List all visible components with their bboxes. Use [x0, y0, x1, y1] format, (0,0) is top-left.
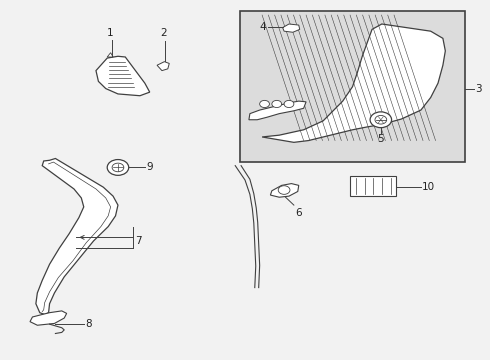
Polygon shape — [283, 24, 300, 32]
Circle shape — [375, 116, 387, 124]
Text: 9: 9 — [147, 162, 153, 172]
Bar — [350, 176, 396, 196]
Text: 10: 10 — [422, 182, 435, 192]
Polygon shape — [157, 62, 169, 71]
Text: 7: 7 — [135, 236, 142, 246]
Polygon shape — [36, 158, 118, 315]
Circle shape — [272, 100, 282, 108]
Circle shape — [260, 100, 270, 108]
Text: 2: 2 — [160, 28, 167, 39]
Polygon shape — [107, 53, 113, 57]
Circle shape — [278, 186, 290, 194]
Circle shape — [112, 163, 124, 172]
Circle shape — [370, 112, 392, 128]
Text: 5: 5 — [377, 134, 384, 144]
Polygon shape — [262, 24, 445, 142]
Text: 8: 8 — [85, 319, 92, 329]
Polygon shape — [270, 184, 299, 197]
Text: 4: 4 — [259, 22, 266, 32]
Polygon shape — [249, 101, 306, 120]
Polygon shape — [96, 56, 150, 96]
Text: 1: 1 — [107, 28, 114, 38]
Text: 3: 3 — [475, 84, 482, 94]
Circle shape — [284, 100, 294, 108]
Bar — [240, 12, 465, 162]
Circle shape — [107, 159, 129, 175]
Polygon shape — [30, 311, 67, 325]
Text: 6: 6 — [295, 208, 302, 217]
